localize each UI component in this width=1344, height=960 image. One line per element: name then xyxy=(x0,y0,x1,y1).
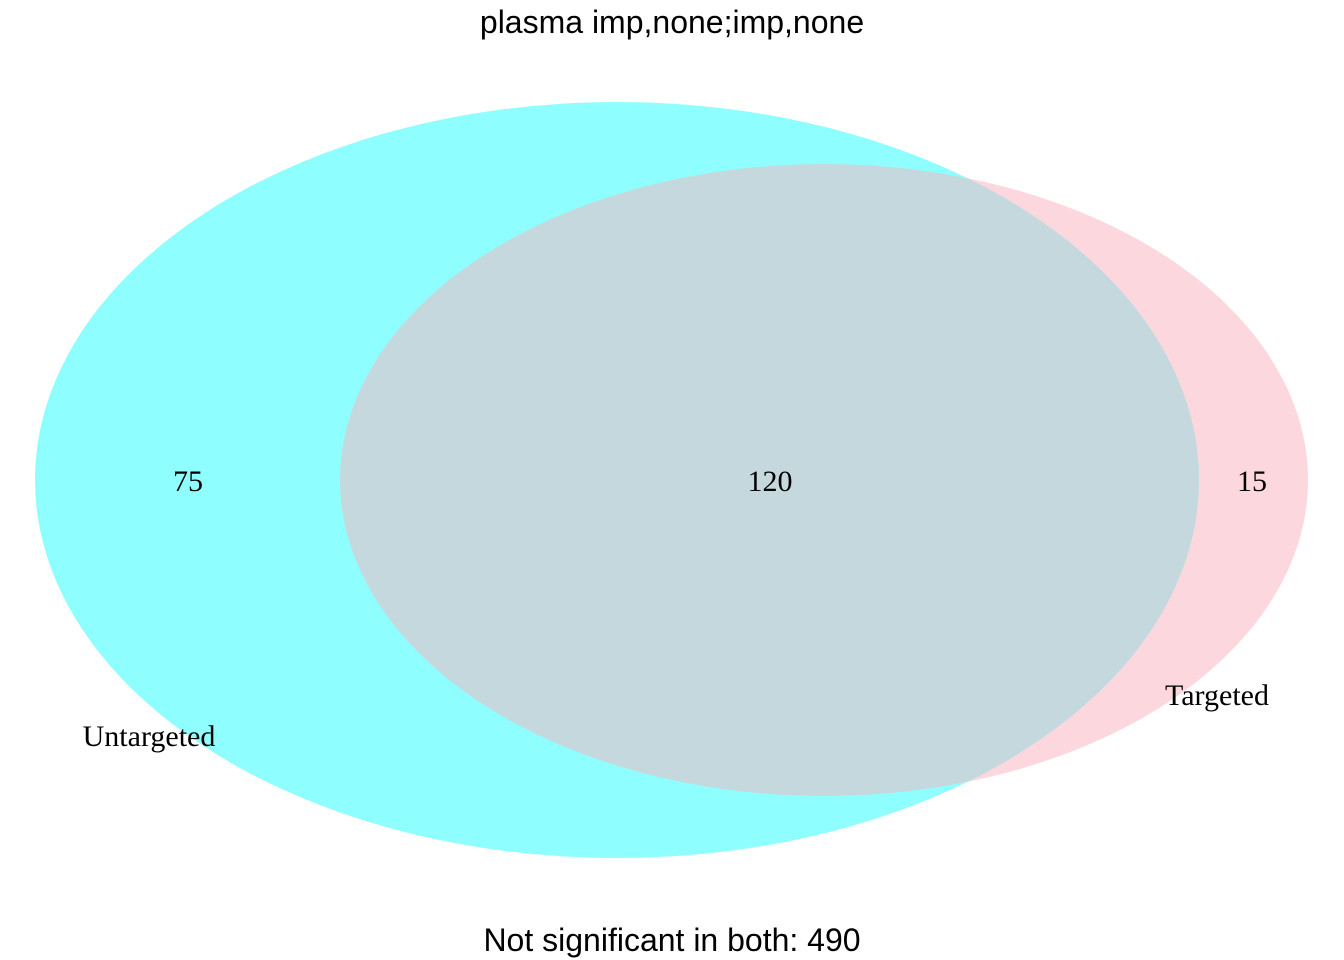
chart-title: plasma imp,none;imp,none xyxy=(480,4,864,40)
untargeted-only-count: 75 xyxy=(173,465,203,498)
intersection-region xyxy=(340,164,1199,796)
targeted-only-count: 15 xyxy=(1237,465,1267,498)
untargeted-set-label: Untargeted xyxy=(83,720,216,753)
intersection-count: 120 xyxy=(748,465,793,498)
targeted-set-label: Targeted xyxy=(1165,679,1269,712)
footer-note: Not significant in both: 490 xyxy=(483,922,860,958)
